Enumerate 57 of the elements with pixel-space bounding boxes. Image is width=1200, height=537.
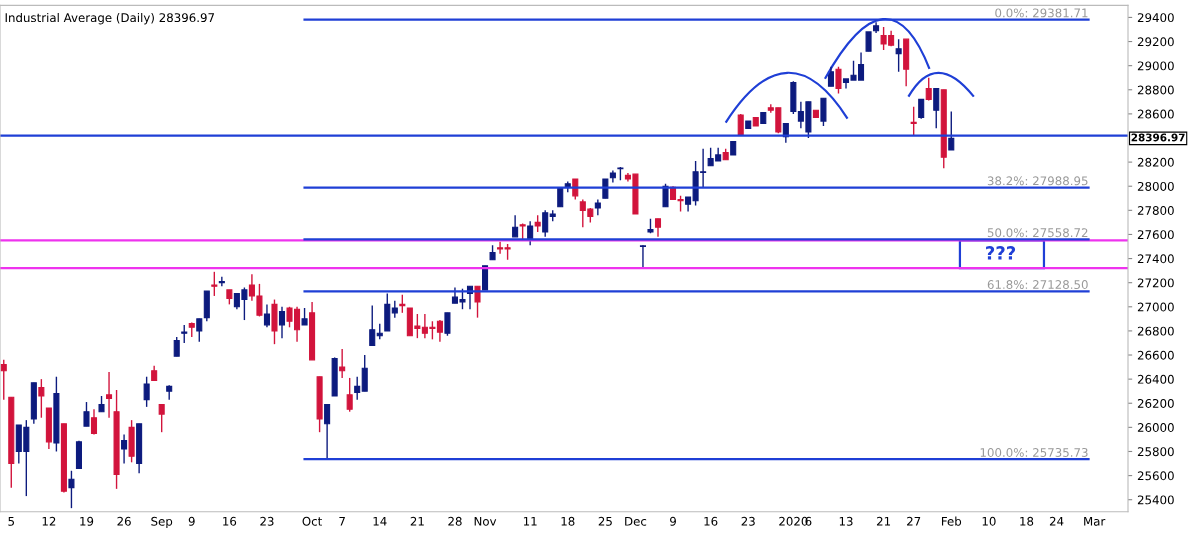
x-tick-label: 5 <box>8 516 14 526</box>
y-tick-label: 27000 <box>1137 302 1174 312</box>
text: 28396.97 <box>1131 133 1185 142</box>
x-tick-label: 9 <box>670 516 676 526</box>
y-tick-label: 28200 <box>1137 157 1174 167</box>
y-tick-label: 26000 <box>1137 423 1174 433</box>
x-tick-label: 16 <box>704 516 718 526</box>
y-tick-label: 26800 <box>1137 326 1174 336</box>
y-tick-label: 28000 <box>1137 181 1174 191</box>
x-tick-label: 23 <box>260 516 274 526</box>
x-tick-label: 28 <box>448 516 462 526</box>
y-tick-label: 27800 <box>1137 206 1174 215</box>
y-tick-label: 26200 <box>1137 398 1174 408</box>
x-tick-label: Sep <box>151 516 173 529</box>
x-tick-label: 19 <box>80 516 94 526</box>
x-tick-label: Dec <box>625 516 647 526</box>
x-tick-label: 10 <box>982 516 996 526</box>
y-tick-label: 26400 <box>1137 374 1174 384</box>
ref-line-label: 100.0%: 25735.73 <box>980 448 1088 457</box>
y-tick-label: 27600 <box>1137 230 1174 240</box>
x-tick-label: 18 <box>1020 516 1034 526</box>
annotation: ??? <box>986 246 1016 260</box>
ref-line-label: 61.8%: 27128.50 <box>987 280 1088 290</box>
x-tick-label: 16 <box>223 516 237 526</box>
y-tick-label: 27200 <box>1137 278 1174 288</box>
y-tick-label: 25800 <box>1137 447 1174 457</box>
x-tick-label: 25 <box>598 516 612 526</box>
ref-line-label: 0.0%: 29381.71 <box>995 8 1088 18</box>
ref-line-label: 50.0%: 27558.72 <box>987 228 1088 238</box>
x-tick-label: Mar <box>1084 516 1106 526</box>
x-tick-label: 21 <box>876 516 891 526</box>
y-tick-label: 25600 <box>1137 471 1174 481</box>
y-tick-label: 29200 <box>1137 37 1174 47</box>
x-tick-label: Feb <box>941 516 962 526</box>
y-tick-label: 28600 <box>1137 109 1174 119</box>
x-tick-label: 11 <box>523 516 537 526</box>
x-tick-label: 24 <box>1049 516 1064 526</box>
y-tick-label: 29000 <box>1137 61 1174 71</box>
x-tick-label: 13 <box>839 516 853 526</box>
y-tick-label: 27400 <box>1137 254 1174 264</box>
text: Industrial Average (Daily) 28396.97 <box>5 12 215 25</box>
y-tick-label: 26600 <box>1137 350 1174 360</box>
x-tick-label: 7 <box>339 516 345 526</box>
x-tick-label: 26 <box>117 516 131 526</box>
x-tick-label: 27 <box>907 516 921 526</box>
y-tick-label: 29400 <box>1137 13 1174 23</box>
ref-line-label: 38.2%: 27988.95 <box>987 176 1088 186</box>
y-tick-label: 25400 <box>1137 495 1174 505</box>
x-tick-label: 14 <box>373 516 387 526</box>
x-tick-label: 12 <box>42 516 56 526</box>
x-tick-label: 21 <box>410 516 424 526</box>
x-tick-label: Oct <box>302 516 322 526</box>
x-tick-label: 23 <box>741 516 755 526</box>
x-tick-label: 9 <box>188 516 195 526</box>
x-tick-label: 18 <box>561 516 575 526</box>
y-tick-label: 28800 <box>1137 85 1174 95</box>
x-tick-label: Nov <box>474 516 497 526</box>
